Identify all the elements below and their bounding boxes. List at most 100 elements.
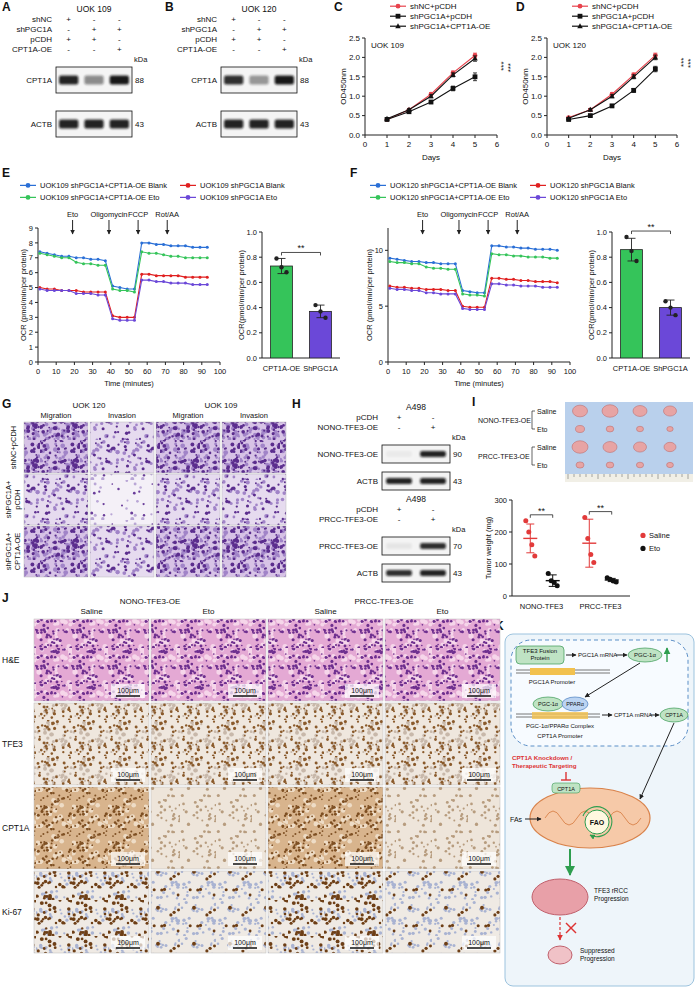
y-tick-label: 0.0: [247, 354, 257, 363]
y-tick: [544, 115, 547, 116]
marker: [640, 533, 645, 538]
y-tick: [509, 500, 512, 501]
y-tick: [259, 358, 262, 359]
promoter: [532, 712, 588, 719]
legend-label: shPGC1A+pCDH: [410, 12, 472, 21]
condition-sign: -: [258, 15, 261, 24]
marker: [432, 288, 435, 291]
marker: [548, 286, 551, 289]
y-tick-label: 0: [503, 592, 507, 601]
legend-label: shPGC1A+pCDH: [592, 12, 654, 21]
band: [386, 478, 412, 484]
mitochondrion: [530, 788, 650, 848]
scale-label: 100μm: [468, 771, 490, 779]
diagram-label: CPT1A: [557, 786, 575, 792]
marker: [483, 308, 486, 311]
error-cap: [667, 315, 675, 316]
tumor: [634, 442, 647, 452]
scale-bar: [233, 947, 257, 949]
marker: [75, 289, 78, 292]
blot-title: A498: [406, 494, 426, 504]
marker: [191, 283, 194, 286]
marker: [472, 56, 478, 61]
micrograph: [151, 787, 266, 869]
y-tick: [362, 76, 365, 77]
micrograph: [156, 422, 220, 473]
marker: [60, 289, 63, 292]
series-line: [40, 274, 207, 317]
error-cap: [608, 578, 616, 579]
tumor: [548, 946, 572, 964]
y-tick: [609, 307, 612, 308]
marker: [169, 282, 172, 285]
label-patch: [345, 936, 379, 950]
y-tick: [509, 596, 512, 597]
marker: [148, 279, 151, 282]
panel-letter: G: [2, 397, 11, 411]
unit-label: kDa: [452, 433, 466, 442]
arrow: [585, 663, 640, 697]
marker: [534, 285, 537, 288]
band: [249, 76, 268, 85]
marker: [38, 252, 41, 255]
x-tick-label: 0: [545, 140, 550, 149]
x-tick: [655, 135, 656, 138]
micrograph: [222, 422, 286, 473]
ruler-tick: [622, 474, 623, 477]
marker: [82, 256, 85, 259]
nucleus: [511, 640, 688, 746]
y-tick-label: 9: [29, 224, 33, 233]
legend-label: UOK109 shPGC1A Eto: [200, 193, 277, 202]
micrograph: [268, 787, 383, 869]
group-label: PRCC-TFE3-OE: [478, 453, 530, 460]
marker: [111, 288, 114, 291]
data-point: [624, 235, 628, 239]
label-patch: [345, 768, 379, 782]
x-tick: [515, 362, 516, 365]
marker: [527, 279, 530, 282]
y-tick: [35, 302, 38, 303]
y-tick-label: 0.6: [597, 278, 607, 287]
tumor: [664, 406, 677, 416]
marker: [206, 246, 209, 249]
arrow: [602, 715, 612, 716]
label-patch: [345, 684, 379, 698]
band-label: ACTB: [31, 120, 52, 129]
kda-label: 90: [453, 450, 462, 459]
y-tick: [544, 76, 547, 77]
marker: [403, 261, 406, 264]
x-tick: [165, 362, 166, 365]
arrow: [167, 220, 168, 234]
label-patch: [462, 684, 496, 698]
data-point: [274, 256, 278, 260]
y-tick-label: 200: [494, 528, 507, 537]
marker: [89, 292, 92, 295]
y-tick: [509, 564, 512, 565]
scale-bar: [116, 947, 140, 949]
marker: [610, 104, 615, 109]
marker: [536, 183, 541, 188]
marker: [97, 258, 100, 261]
condition-sign: -: [258, 45, 261, 54]
condition-sign: +: [397, 505, 402, 514]
group-header: UOK 109: [205, 401, 238, 410]
y-tick: [362, 115, 365, 116]
column-header: Migration: [173, 411, 204, 420]
marker: [75, 292, 78, 295]
x-tick: [677, 135, 678, 138]
micrograph: [24, 422, 88, 473]
y-axis-line: [612, 232, 613, 358]
condition-sign: -: [432, 413, 435, 422]
marker: [133, 291, 136, 294]
x-axis-title: Days: [422, 153, 440, 162]
arrow: [640, 723, 674, 799]
panel-letter: F: [350, 166, 357, 180]
tumor: [576, 462, 584, 468]
tumor: [573, 405, 588, 417]
marker: [417, 289, 420, 292]
arrow: [422, 220, 423, 234]
marker: [447, 268, 450, 271]
category-label: ShPGC1A: [653, 364, 688, 373]
marker: [519, 254, 522, 257]
marker: [640, 546, 645, 551]
